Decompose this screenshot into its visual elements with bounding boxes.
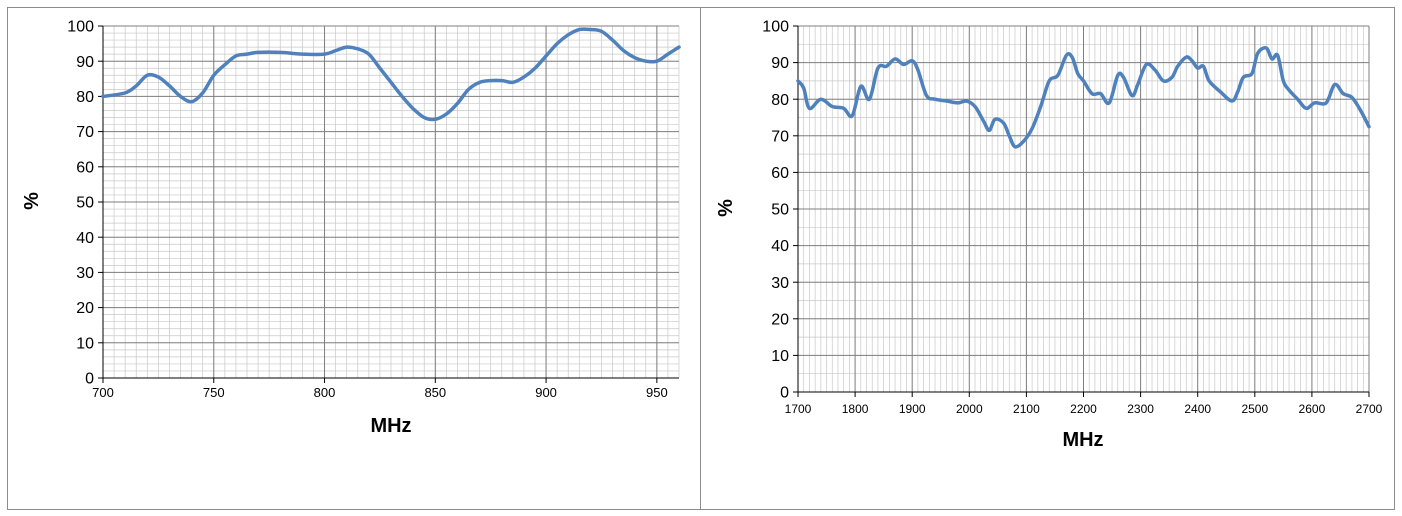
x-tick-label: 2000 xyxy=(956,402,983,416)
x-tick-label: 2600 xyxy=(1299,402,1326,416)
y-tick-label: 40 xyxy=(771,238,789,255)
x-tick-label: 2700 xyxy=(1356,402,1383,416)
x-tick-label: 1800 xyxy=(842,402,869,416)
x-tick-label: 1700 xyxy=(785,402,812,416)
x-tick-label: 750 xyxy=(203,385,225,400)
y-tick-label: 30 xyxy=(76,265,94,282)
x-axis-title: MHz xyxy=(370,415,411,437)
chart-0-svg: 0 10 20 30 40 50 60 70 80 90 100 700 750 800 850 900 950… xyxy=(21,19,681,437)
y-tick-label: 20 xyxy=(76,300,94,317)
y-axis-title: % xyxy=(21,192,43,210)
y-axis-title: % xyxy=(715,199,737,217)
series-line xyxy=(796,46,1371,149)
x-tick-label: 2300 xyxy=(1127,402,1154,416)
x-axis-title: MHz xyxy=(1062,429,1103,451)
series-line xyxy=(101,27,681,122)
x-tick-label: 2500 xyxy=(1241,402,1268,416)
grid xyxy=(797,25,1370,393)
grid xyxy=(102,25,680,379)
y-tick-label: 40 xyxy=(76,230,94,247)
x-tick-label: 850 xyxy=(424,385,446,400)
y-tick-label: 60 xyxy=(76,159,94,176)
chart-panel-left: 0 10 20 30 40 50 60 70 80 90 100 700 750 800 850 900 950… xyxy=(7,7,701,510)
y-tick-label: 70 xyxy=(76,124,94,141)
y-tick-label: 70 xyxy=(771,128,789,145)
y-tick-label: 10 xyxy=(76,335,94,352)
y-tick-label: 80 xyxy=(771,92,789,109)
y-tick-label: 100 xyxy=(762,19,789,36)
y-tick-label: 30 xyxy=(771,275,789,292)
y-tick-label: 0 xyxy=(780,385,789,402)
y-tick-label: 20 xyxy=(771,311,789,328)
y-tick-label: 50 xyxy=(771,202,789,219)
x-tick-label: 800 xyxy=(314,385,336,400)
y-tick-label: 100 xyxy=(67,19,94,36)
y-tick-label: 50 xyxy=(76,195,94,212)
y-tick-label: 0 xyxy=(85,371,94,388)
x-tick-label: 2200 xyxy=(1070,402,1097,416)
chart-panel-right: 0 10 20 30 40 50 60 70 80 90 100 1700 1800 1900 2000 21… xyxy=(700,7,1395,510)
y-tick-label: 90 xyxy=(771,55,789,72)
x-tick-label: 1900 xyxy=(899,402,926,416)
y-tick-label: 90 xyxy=(76,54,94,71)
y-tick-label: 60 xyxy=(771,165,789,182)
x-tick-label: 900 xyxy=(535,385,557,400)
x-tick-label: 700 xyxy=(92,385,114,400)
chart-1-svg: 0 10 20 30 40 50 60 70 80 90 100 1700 1800 1900 2000 21… xyxy=(715,19,1383,451)
x-tick-label: 950 xyxy=(646,385,668,400)
y-tick-label: 10 xyxy=(771,348,789,365)
y-tick-label: 80 xyxy=(76,89,94,106)
x-tick-label: 2100 xyxy=(1013,402,1040,416)
x-tick-label: 2400 xyxy=(1184,402,1211,416)
